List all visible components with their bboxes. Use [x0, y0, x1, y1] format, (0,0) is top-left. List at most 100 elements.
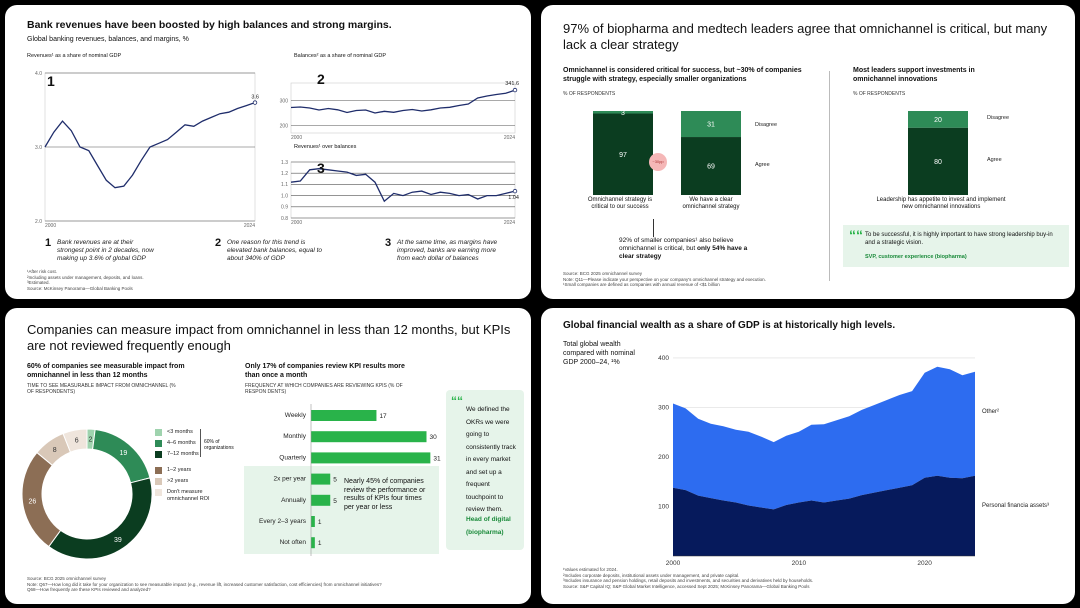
panel3-charts: 2 19 39 26 8 6 Weekly 17 Monthly 30 Quarterly 31 2x … [21, 404, 441, 560]
critical-label-disagree: 3 [621, 110, 625, 117]
legend-disagree: Disagree [755, 122, 778, 128]
margins-series-line [290, 168, 516, 203]
footnote: ²Includes corporate deposits, institutio… [563, 572, 740, 578]
wealth-xtick-label: 2020 [917, 560, 932, 567]
series-label-personal: Personal financia assets³ [982, 503, 1050, 509]
note2-text: One reason for this trend is elevated ba… [227, 239, 323, 262]
legend-bracket [200, 429, 201, 457]
panel4-ylabel: Total global wealth compared with nomina… [563, 341, 635, 366]
revenues-ytick-label: 3.0 [35, 145, 42, 151]
panel3-footnotes: Source: BCG 2025 omnichannel survey Note… [27, 576, 382, 593]
donut-slice-label: 19 [119, 450, 127, 457]
wealth-ytick-label: 300 [658, 404, 669, 411]
note2-number: 2 [215, 237, 222, 249]
kpi-value-label: 1 [318, 540, 322, 547]
footnote: Source: BCG 2025 omnichannel survey [27, 576, 107, 581]
kpi-bar [311, 410, 377, 421]
margins-end-point [512, 188, 518, 194]
legend-gt2y: >2 years [167, 478, 189, 484]
legend-swatch [155, 451, 162, 458]
kpi-category-label: Annually [281, 497, 307, 504]
footnote: ³Includes insurance and pension holdings… [563, 578, 814, 583]
revenues-end-point [252, 100, 258, 105]
footnote: Source: BCG 2025 omnichannel survey [563, 271, 643, 276]
panel2-title: 97% of biopharma and medtech leaders agr… [563, 21, 1048, 52]
donut-slice-label: 8 [53, 447, 57, 454]
quote-mark-icon: ““ [849, 227, 863, 243]
kpi-value-label: 17 [379, 413, 387, 420]
critical-bar-disagree [681, 111, 741, 138]
area-personal-financial-assets [673, 475, 975, 556]
chart1-marker: 1 [47, 73, 55, 89]
donut-slice-label: 26 [29, 498, 37, 505]
revenues-xtick-label: 2024 [244, 223, 255, 229]
chart3-label: Revenues¹ over balances [294, 144, 357, 150]
note3-text: At the same time, as margins have improv… [397, 239, 498, 262]
balances-ytick-label: 300 [280, 98, 289, 104]
kpi-highlight-box [244, 466, 439, 554]
divider [829, 71, 830, 281]
donut-slice-label: 39 [114, 537, 122, 544]
critical-label-disagree: 31 [707, 122, 715, 129]
balances-series-line [290, 89, 516, 114]
panel4-footnotes: ¹Values estimated for 2024. ²Includes co… [563, 567, 813, 589]
donut-slice [62, 428, 88, 453]
margins-ytick-label: 1.2 [281, 171, 288, 177]
margins-ytick-label: 1.0 [281, 193, 288, 199]
gap-badge: ~30pp [649, 153, 667, 171]
balances-frame [290, 82, 516, 134]
kpi-bar [311, 431, 427, 443]
footnote: Source: S&P Capital IQ; S&P Global Marke… [563, 583, 810, 589]
kpi-value-label: 1 [318, 519, 322, 526]
bar-label-critical: Omnichannel strategy is critical to our … [587, 197, 653, 210]
kpi-category-label: Weekly [285, 412, 307, 419]
legend-1-2y: 1–2 years [167, 467, 192, 473]
donut-slice [48, 477, 153, 560]
margins-ytick-label: 1.1 [281, 182, 288, 188]
kpi-bar [311, 516, 315, 527]
note1-number: 1 [45, 237, 52, 249]
bar-label-invest: Leadership has appetite to invest and im… [876, 197, 1006, 210]
kpi-value-label: 5 [333, 498, 337, 505]
panel-financial-wealth: Global financial wealth as a share of GD… [541, 308, 1075, 604]
footnote: ¹After risk cost. [27, 269, 58, 274]
callout-bold-text: only 54% have a clear strategy [619, 245, 748, 260]
legend-swatch [155, 467, 162, 474]
panel-bank-revenues: Bank revenues have been boosted by high … [5, 5, 531, 299]
footnote: Note: Q67—How long did it take for your … [27, 581, 382, 587]
invest-label-agree: 80 [934, 159, 942, 166]
footnote: ¹Values estimated for 2024. [563, 567, 618, 572]
invest-label-disagree: 20 [934, 117, 942, 124]
chart2-marker: 2 [317, 71, 325, 87]
callout-text: 92% of smaller companies¹ also believe o… [619, 237, 734, 252]
critical-label-agree: 69 [707, 164, 715, 171]
kpi-category-label: Every 2–3 years [259, 518, 307, 525]
chart1-label: Revenues¹ as a share of nominal GDP [27, 53, 122, 59]
panel3-right-heading: Only 17% of companies review KPI results… [245, 363, 405, 379]
panel1-charts: 2.0 3.0 4.0 2000 2024 3.6 200 300 2000 2024 341.6 0… [35, 71, 519, 229]
footnote: ¹Small companies are defined as companie… [563, 282, 720, 287]
quote-box: ““ We defined the OKRs we were going to … [446, 390, 524, 550]
footnote: ³Estimated. [27, 280, 50, 285]
quote-mark-icon: ““ [451, 394, 463, 408]
note3-number: 3 [385, 237, 392, 249]
panel4-title: Global financial wealth as a share of GD… [563, 320, 896, 331]
critical-bar-agree [593, 113, 653, 195]
panel2-right-heading: Most leaders support investments in omni… [853, 67, 975, 83]
balances-xtick-label: 2000 [291, 135, 302, 141]
donut-slice-label: 2 [89, 437, 93, 444]
kpi-bar [311, 494, 331, 506]
legend-disagree-right: Disagree [987, 115, 1010, 121]
margins-xtick-label: 2000 [291, 220, 302, 226]
panel3-left-caption: TIME TO SEE MEASURABLE IMPACT FROM OMNIC… [27, 383, 176, 395]
kpi-category-label: Quarterly [279, 454, 306, 461]
revenues-series-line [44, 101, 256, 189]
kpi-category-label: Not often [280, 539, 307, 546]
legend-4-6: 4–6 months [167, 440, 196, 446]
balances-ytick-label: 200 [280, 123, 289, 129]
quote-box: ““ To be successful, it is highly import… [843, 225, 1069, 267]
panel3-right-caption: FREQUENCY AT WHICH COMPANIES ARE REVIEWI… [245, 383, 403, 395]
invest-bar-agree [908, 127, 968, 195]
legend-agree: Agree [755, 162, 770, 168]
balances-end-label: 341.6 [505, 81, 519, 87]
